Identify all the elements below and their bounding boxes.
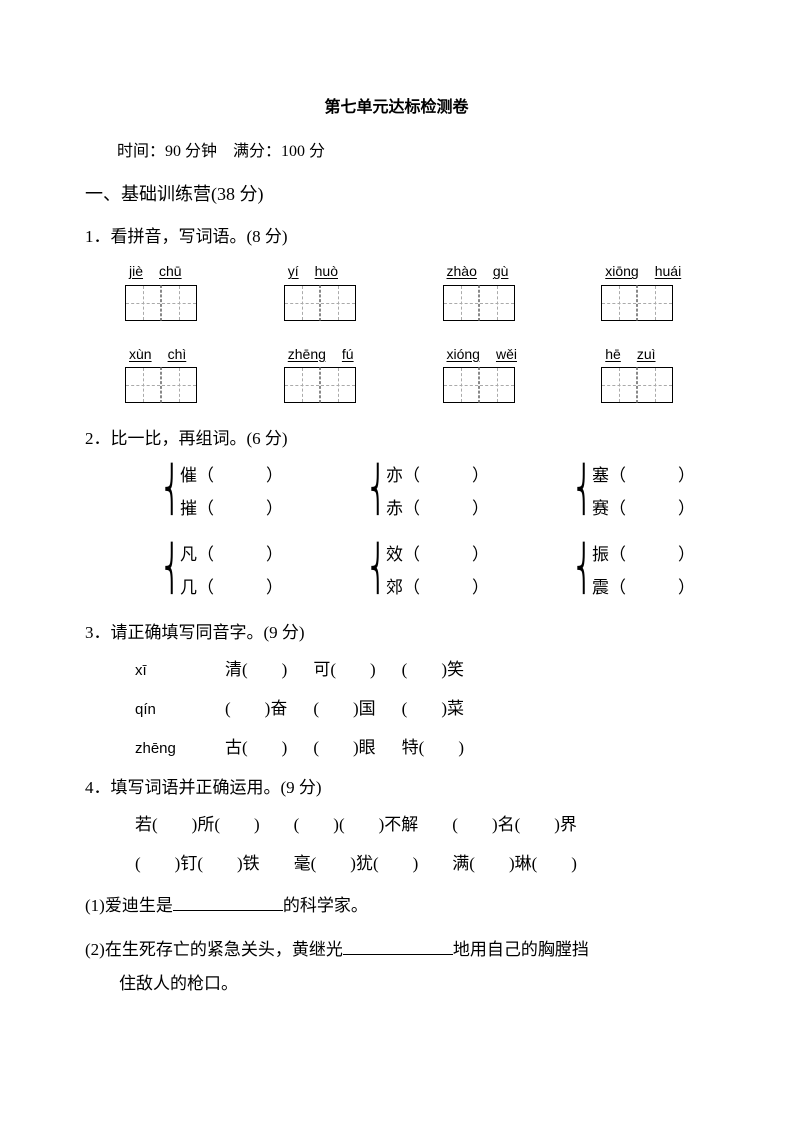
q4-sub-2: (2)在生死存亡的紧急关头，黄继光地用自己的胸膛挡住敌人的枪口。: [85, 933, 708, 1001]
q1-box: xióngwěi: [443, 343, 550, 403]
left-brace-icon: ⎨: [164, 462, 181, 522]
q1-box: hēzuì: [601, 343, 708, 403]
tianzi-cell[interactable]: [161, 285, 197, 321]
q3-row: zhēng 古( ) ( )眼 特( ): [135, 734, 708, 761]
tianzi-cell[interactable]: [284, 367, 320, 403]
q4-line-2[interactable]: ( )钉( )铁 毫( )犹( ) 满( )琳( ): [135, 850, 708, 877]
q3-prompt: 3．请正确填写同音字。(9 分): [85, 619, 708, 646]
tianzi-cell[interactable]: [601, 285, 637, 321]
document-title: 第七单元达标检测卷: [85, 95, 708, 121]
q3-row: xī 清( ) 可( ) ( )笑: [135, 656, 708, 683]
q1-box: jièchū: [125, 260, 232, 320]
q1-box: xiōnghuái: [601, 260, 708, 320]
q2-row-2: ⎨凡（）几（） ⎨效（）郊（） ⎨振（）震（）: [147, 541, 708, 601]
q4-prompt: 4．填写词语并正确运用。(9 分): [85, 774, 708, 801]
fill-blank[interactable]: [173, 894, 283, 911]
tianzi-cell[interactable]: [443, 285, 479, 321]
q2-row-1: ⎨催（）摧（） ⎨亦（）赤（） ⎨塞（）赛（）: [147, 462, 708, 522]
tianzi-cell[interactable]: [125, 367, 161, 403]
q4-sub-1: (1)爱迪生是的科学家。: [85, 889, 708, 923]
q1-row-2: xùnchì zhēngfú xióngwěi hēzuì: [125, 343, 708, 403]
tianzi-cell[interactable]: [443, 367, 479, 403]
tianzi-cell[interactable]: [479, 367, 515, 403]
q1-row-1: jièchū yíhuò zhàogù xiōnghuái: [125, 260, 708, 320]
fill-blank[interactable]: [343, 938, 453, 955]
tianzi-cell[interactable]: [284, 285, 320, 321]
left-brace-icon: ⎨: [576, 462, 593, 522]
q3-pinyin: zhēng: [135, 737, 225, 761]
q1-prompt: 1．看拼音，写词语。(8 分): [85, 223, 708, 250]
tianzi-cell[interactable]: [125, 285, 161, 321]
left-brace-icon: ⎨: [370, 541, 387, 601]
q2-prompt: 2．比一比，再组词。(6 分): [85, 425, 708, 452]
tianzi-cell[interactable]: [320, 285, 356, 321]
q3-pinyin: qín: [135, 698, 225, 722]
q3-pinyin: xī: [135, 659, 225, 683]
left-brace-icon: ⎨: [164, 541, 181, 601]
q1-box: zhēngfú: [284, 343, 391, 403]
section-1-heading: 一、基础训练营(38 分): [85, 180, 708, 209]
left-brace-icon: ⎨: [576, 541, 593, 601]
tianzi-cell[interactable]: [637, 367, 673, 403]
tianzi-cell[interactable]: [320, 367, 356, 403]
tianzi-cell[interactable]: [637, 285, 673, 321]
left-brace-icon: ⎨: [370, 462, 387, 522]
q1-box: zhàogù: [443, 260, 550, 320]
q1-box: yíhuò: [284, 260, 391, 320]
tianzi-cell[interactable]: [479, 285, 515, 321]
q4-line-1[interactable]: 若( )所( ) ( )( )不解 ( )名( )界: [135, 811, 708, 838]
tianzi-cell[interactable]: [601, 367, 637, 403]
q3-row: qín ( )奋 ( )国 ( )菜: [135, 695, 708, 722]
q1-box: xùnchì: [125, 343, 232, 403]
meta-line: 时间：90 分钟 满分：100 分: [85, 139, 708, 165]
tianzi-cell[interactable]: [161, 367, 197, 403]
